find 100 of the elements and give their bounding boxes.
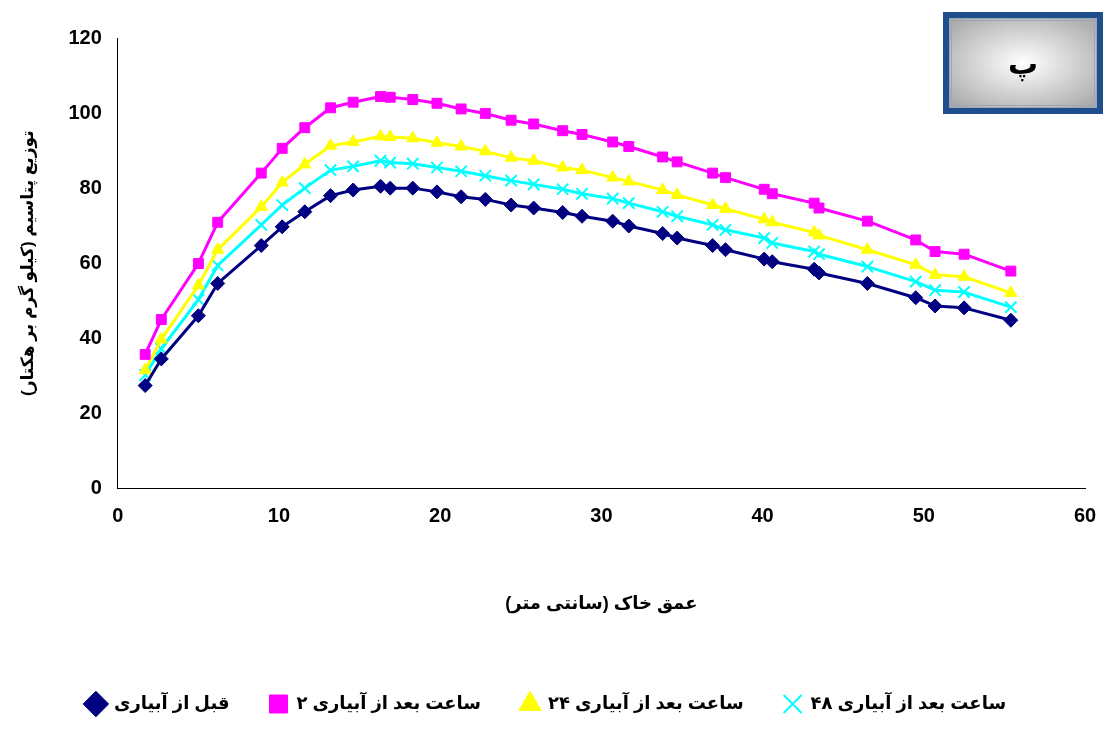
point — [253, 238, 269, 254]
label-frame: پ — [943, 12, 1103, 114]
point — [454, 138, 468, 151]
y-tick-label: 80 — [79, 175, 102, 198]
point — [430, 160, 444, 175]
point — [324, 138, 338, 150]
point — [655, 226, 671, 242]
point — [812, 227, 826, 240]
point — [860, 242, 874, 254]
point — [478, 169, 492, 183]
point — [957, 269, 971, 281]
point — [928, 283, 942, 297]
point — [345, 182, 361, 198]
y-tick-label: 0 — [90, 475, 102, 498]
legend-label: ۲ ساعت بعد از آبیاری — [296, 690, 482, 713]
point — [757, 231, 771, 245]
point — [576, 129, 588, 140]
point — [323, 163, 338, 177]
point — [670, 209, 684, 223]
point — [718, 242, 734, 258]
point — [670, 187, 684, 199]
point — [211, 242, 225, 254]
point — [275, 175, 289, 187]
point — [575, 162, 589, 175]
point — [556, 182, 570, 196]
y-axis-title: توزیع پتاسیم (کیلو گرم بر هکتار) — [16, 130, 38, 396]
point — [656, 182, 670, 195]
point — [622, 173, 636, 186]
point — [503, 197, 519, 213]
point — [192, 258, 204, 270]
point — [299, 122, 311, 134]
point — [429, 184, 445, 200]
point — [671, 156, 683, 168]
point — [657, 151, 669, 163]
point — [254, 218, 268, 232]
point — [706, 197, 720, 210]
point — [574, 208, 590, 224]
point — [139, 348, 151, 360]
point — [813, 202, 825, 214]
point — [526, 200, 542, 216]
point — [477, 191, 493, 207]
point — [958, 248, 970, 260]
point — [375, 91, 386, 102]
point — [812, 247, 826, 261]
point — [373, 154, 388, 168]
point — [1004, 300, 1018, 314]
point — [383, 155, 397, 170]
point — [705, 218, 720, 232]
point — [431, 97, 443, 109]
point — [705, 238, 721, 254]
point — [210, 275, 226, 291]
point — [1004, 285, 1018, 297]
x-tick-label: 10 — [267, 503, 291, 526]
point — [655, 205, 670, 219]
point — [707, 167, 719, 179]
point — [606, 170, 620, 182]
point — [605, 213, 621, 229]
point — [927, 298, 943, 314]
point — [720, 172, 731, 184]
point — [764, 254, 780, 270]
point — [859, 275, 875, 291]
point — [606, 191, 620, 206]
point — [555, 205, 571, 221]
point — [373, 128, 388, 141]
point — [407, 94, 419, 105]
point — [153, 351, 169, 367]
point — [346, 159, 360, 174]
x-tick-label: 50 — [912, 503, 935, 526]
point — [807, 244, 821, 259]
point — [154, 342, 168, 356]
point — [527, 177, 541, 192]
point — [275, 198, 289, 212]
point — [908, 290, 924, 306]
point — [405, 180, 421, 196]
legend-label: ۲۴ ساعت بعد از آبیاری — [548, 690, 744, 713]
point — [504, 173, 518, 188]
y-tick-label: 20 — [79, 400, 102, 423]
point — [766, 188, 778, 200]
point — [623, 141, 635, 152]
point — [190, 308, 206, 324]
point — [556, 159, 570, 172]
point — [957, 285, 971, 299]
point — [297, 204, 313, 220]
x-tick-label: 0 — [112, 503, 124, 526]
point — [1005, 265, 1017, 277]
point — [765, 236, 779, 250]
point — [276, 142, 288, 154]
point — [154, 331, 168, 344]
point — [1003, 312, 1019, 328]
point — [212, 216, 224, 228]
point — [211, 258, 225, 273]
point — [382, 180, 398, 196]
point — [274, 219, 290, 235]
point — [347, 96, 359, 108]
point — [575, 187, 589, 201]
point — [137, 378, 153, 394]
y-tick-label: 40 — [79, 325, 102, 348]
point — [669, 230, 685, 246]
point — [255, 167, 267, 179]
point — [929, 246, 941, 258]
